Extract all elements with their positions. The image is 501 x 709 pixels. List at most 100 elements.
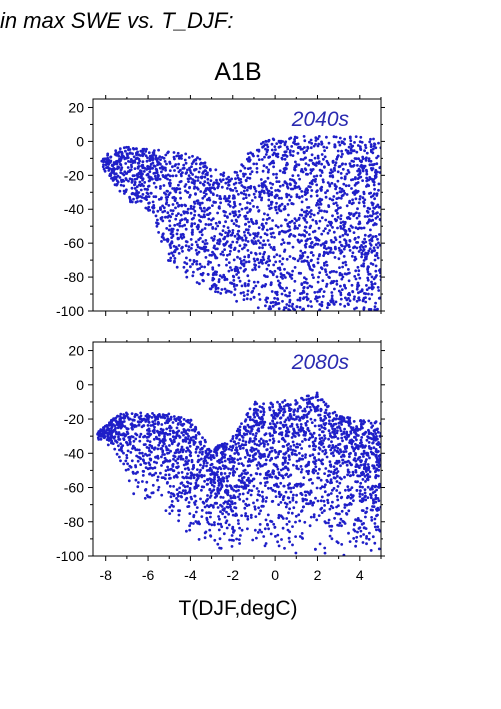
data-point: [374, 432, 378, 435]
data-point: [251, 433, 255, 436]
data-point: [375, 162, 379, 166]
data-point: [326, 303, 330, 307]
data-point: [249, 493, 253, 497]
data-point: [303, 407, 307, 411]
data-point: [216, 486, 220, 490]
data-point: [344, 263, 348, 267]
data-point: [329, 470, 333, 474]
data-point: [271, 182, 275, 186]
data-point: [235, 273, 239, 276]
data-point: [240, 514, 244, 517]
data-point: [351, 473, 355, 477]
data-point: [323, 437, 327, 440]
data-point: [238, 213, 242, 217]
data-point: [164, 168, 168, 172]
data-point: [366, 276, 370, 280]
data-point: [223, 449, 226, 453]
data-point: [115, 182, 119, 186]
data-point: [233, 234, 237, 238]
data-point: [216, 211, 220, 215]
data-point: [333, 432, 337, 436]
data-point: [245, 497, 249, 501]
data-point: [280, 262, 284, 266]
data-point: [156, 422, 160, 426]
data-point: [167, 181, 171, 185]
data-point: [266, 470, 270, 474]
data-point: [284, 140, 288, 144]
data-point: [248, 437, 252, 441]
data-point: [308, 454, 312, 458]
data-point: [338, 186, 342, 190]
data-point: [284, 150, 288, 154]
data-point: [126, 148, 130, 152]
data-point: [243, 234, 247, 237]
data-point: [177, 513, 181, 517]
data-point: [233, 501, 237, 505]
data-point: [356, 164, 359, 167]
data-point: [314, 465, 318, 469]
data-point: [351, 426, 355, 430]
data-point: [375, 194, 379, 197]
data-point: [128, 437, 132, 441]
data-point: [310, 142, 314, 145]
data-point: [348, 239, 352, 243]
data-point: [232, 279, 236, 282]
data-point: [136, 194, 140, 198]
data-point: [224, 181, 228, 185]
data-point: [316, 137, 320, 141]
data-point: [272, 255, 276, 259]
data-point: [255, 423, 259, 427]
data-point: [188, 528, 192, 532]
data-point: [139, 414, 143, 418]
data-point: [328, 229, 331, 232]
data-point: [348, 299, 352, 303]
data-point: [358, 159, 362, 163]
data-point: [290, 424, 294, 428]
data-point: [377, 205, 381, 209]
data-point: [362, 204, 366, 208]
data-point: [254, 240, 257, 243]
data-point: [186, 168, 189, 172]
data-point: [248, 415, 252, 419]
data-point: [131, 444, 135, 448]
data-point: [234, 177, 237, 181]
data-point: [203, 531, 207, 535]
data-point: [107, 431, 111, 435]
data-point: [255, 167, 259, 170]
data-point: [366, 270, 370, 274]
data-point: [316, 211, 320, 215]
data-point: [328, 460, 332, 464]
data-point: [305, 198, 308, 201]
data-point: [156, 475, 160, 479]
data-point: [197, 170, 201, 174]
data-point: [294, 160, 297, 164]
data-point: [162, 206, 166, 210]
data-point: [293, 408, 297, 412]
data-point: [171, 174, 175, 178]
data-point: [309, 515, 313, 519]
data-point: [155, 224, 159, 228]
data-point: [247, 476, 250, 480]
data-point: [178, 187, 182, 191]
data-point: [227, 512, 231, 516]
data-point: [290, 451, 294, 455]
data-point: [266, 296, 270, 300]
data-point: [327, 429, 331, 433]
data-point: [344, 420, 348, 423]
data-point: [373, 192, 376, 196]
data-point: [291, 496, 295, 500]
data-point: [293, 142, 297, 146]
data-point: [242, 172, 245, 176]
data-point: [247, 441, 251, 444]
data-point: [117, 431, 121, 434]
data-point: [112, 169, 116, 173]
data-point: [326, 498, 329, 502]
data-point: [228, 244, 231, 248]
data-point: [204, 440, 207, 444]
data-point: [133, 167, 137, 171]
data-point: [151, 467, 155, 470]
data-point: [263, 243, 267, 247]
data-point: [200, 176, 204, 180]
data-point: [207, 447, 211, 451]
data-point: [362, 455, 365, 458]
